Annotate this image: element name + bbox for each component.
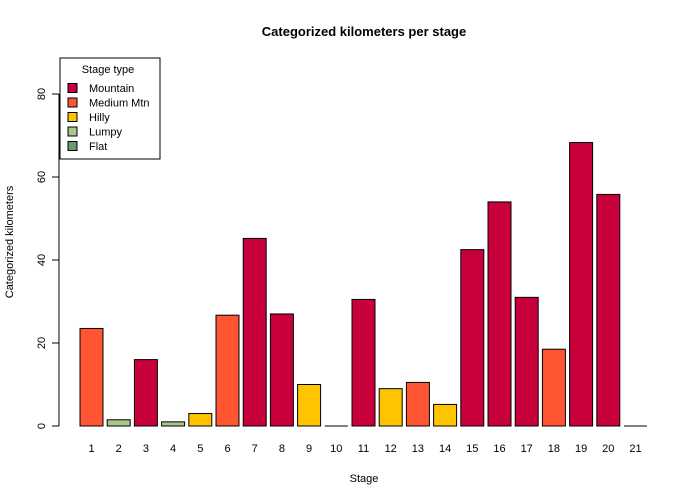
bar [514,296,539,427]
legend-swatch [67,112,78,122]
legend-swatch [67,141,78,151]
x-tick-label: 20 [602,443,614,455]
x-tick-label: 3 [143,443,149,455]
x-axis-label: Stage [350,473,379,485]
y-tick-label: 40 [36,254,48,266]
legend-title: Stage type [82,64,135,76]
y-axis: 0 20 40 60 80 [36,88,60,429]
bars [79,142,647,427]
legend-label: Mountain [89,83,134,95]
x-tick-label: 8 [279,443,285,455]
bar [79,327,104,427]
y-tick-label: 20 [36,337,48,349]
legend-swatch [67,126,78,137]
bar [269,313,294,427]
x-tick-label: 4 [170,443,176,455]
y-tick-label: 60 [36,171,48,183]
x-tick-labels: 1 2 3 4 5 6 7 8 9 10 11 12 13 14 15 16 17 18 19 20 21 [88,443,641,455]
bar [378,388,403,427]
bar [596,193,621,427]
y-axis-label: Categorized kilometers [4,185,16,298]
legend-label: Medium Mtn [89,97,150,109]
y-tick-label: 0 [36,423,48,429]
x-tick-label: 18 [548,443,560,455]
x-tick-label: 2 [116,443,122,455]
bar [297,384,322,427]
bar [487,201,512,427]
bar [133,359,158,427]
x-tick-label: 11 [358,443,369,455]
legend: Stage type Mountain Medium Mtn Hilly Lumpy F… [59,57,161,160]
bar [405,381,430,427]
x-tick-label: 1 [88,443,94,455]
legend-label: Flat [89,141,107,153]
bar [351,298,376,427]
x-tick-label: 21 [629,443,641,455]
bar [433,403,458,427]
bar [215,314,240,427]
x-tick-label: 19 [575,443,587,455]
x-tick-label: 17 [521,443,533,455]
chart-title: Categorized kilometers per stage [262,24,466,39]
legend-label: Hilly [89,112,110,124]
x-tick-label: 5 [197,443,203,455]
x-tick-label: 6 [224,443,230,455]
x-tick-label: 10 [330,443,342,455]
legend-swatch [67,83,78,93]
bar [188,413,213,427]
x-tick-label: 13 [412,443,424,455]
bar [569,142,594,427]
y-tick-label: 80 [36,88,48,100]
bar [161,421,186,427]
bar [242,237,267,427]
x-tick-label: 12 [385,443,397,455]
bar [106,419,131,427]
x-tick-label: 15 [466,443,478,455]
bar [541,348,566,427]
x-tick-label: 14 [439,443,451,455]
x-tick-label: 7 [252,443,258,455]
legend-swatch [67,97,78,108]
bar [460,249,485,427]
x-tick-label: 9 [306,443,312,455]
x-tick-label: 16 [493,443,505,455]
legend-label: Lumpy [89,126,123,138]
